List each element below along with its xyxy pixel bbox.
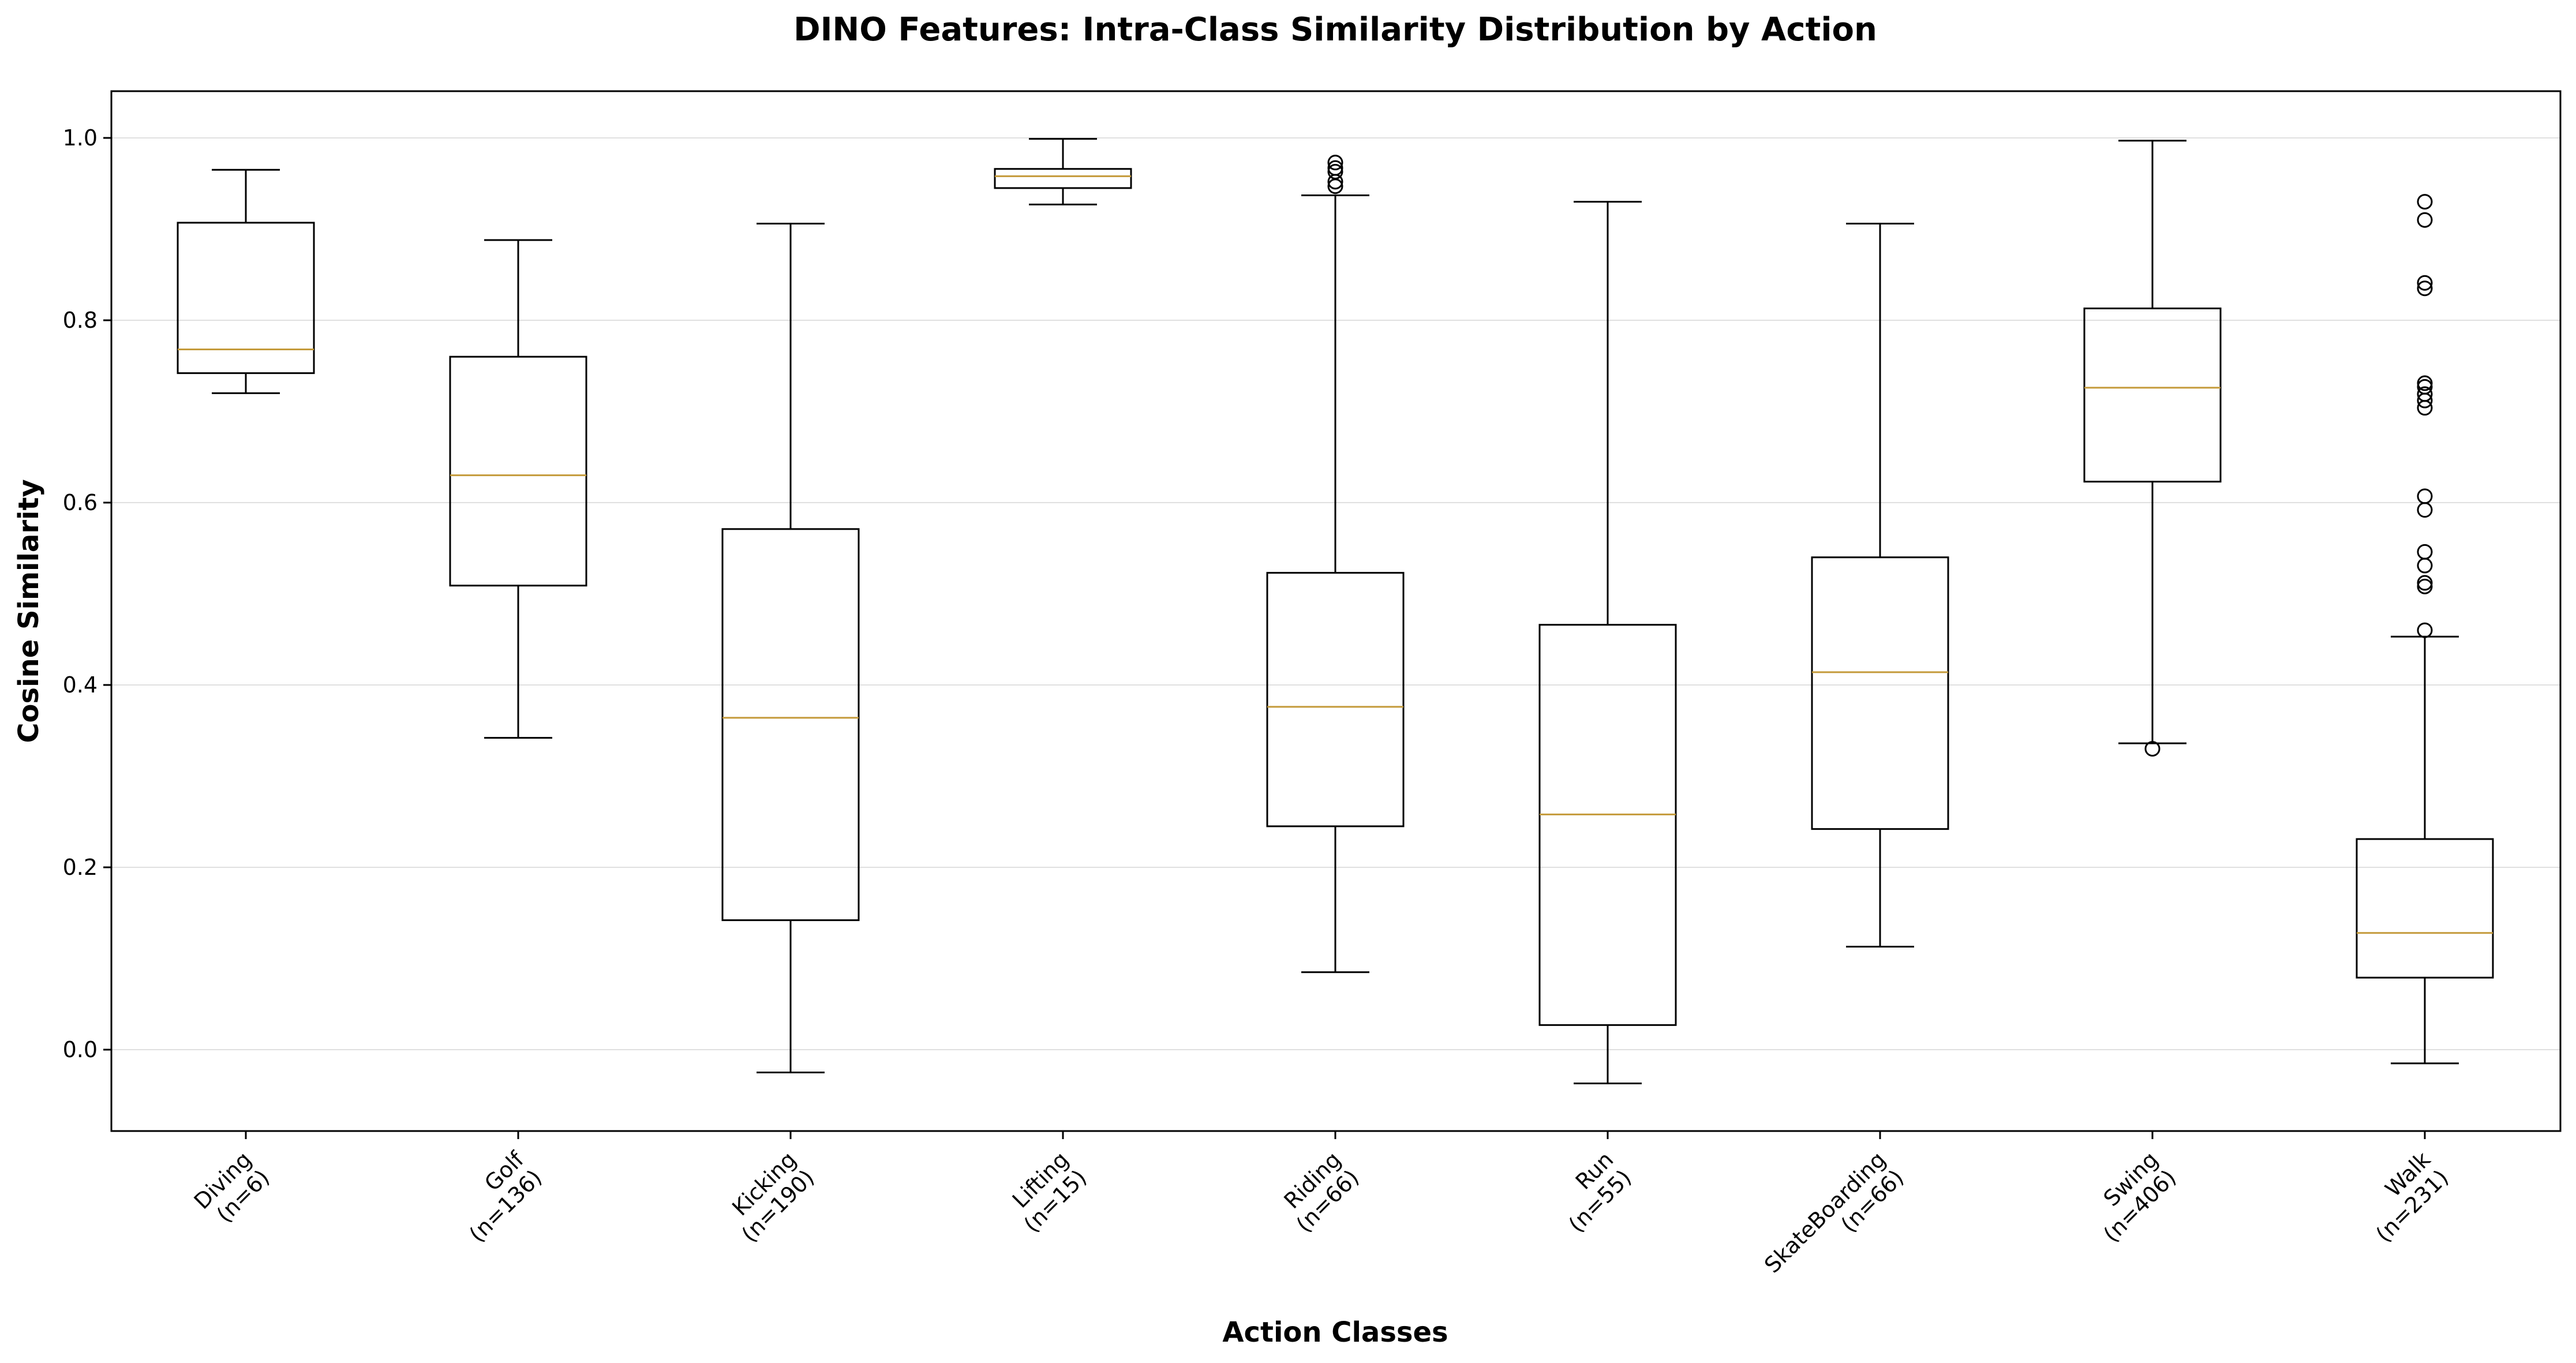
iqr-box [1266,572,1405,827]
iqr-box [721,528,860,922]
outlier-point [2417,275,2433,291]
iqr-box [994,168,1132,189]
x-tick-label-riding: Riding(n=66) [1274,1147,1364,1237]
y-axis-label: Cosine Similarity [13,479,45,743]
outlier-point [2417,375,2433,391]
outlier-point [1327,155,1343,171]
iqr-box [2356,838,2494,979]
outlier-point [1327,163,1343,179]
box-golf [449,239,587,739]
iqr-box [2083,307,2222,483]
outlier-point [2417,544,2433,560]
x-tick-label-swing: Swing(n=406) [2080,1147,2181,1247]
outlier-point [2417,194,2433,210]
iqr-box [1538,624,1677,1026]
box-riding [1266,155,1405,973]
chart-title: DINO Features: Intra-Class Similarity Di… [793,11,1877,48]
outlier-point [2417,575,2433,591]
box-swing [2083,140,2222,757]
iqr-box [449,355,587,587]
box-diving [177,168,315,394]
y-tick-label: 0.0 [63,1037,98,1062]
box-run [1538,201,1677,1084]
iqr-box [177,222,315,375]
outlier-point [2417,488,2433,504]
outlier-point [2417,386,2433,402]
x-tick-label-lifting: Lifting(n=15) [1001,1147,1092,1237]
y-tick-label: 0.6 [63,490,98,515]
x-tick-label-golf: Golf(n=136) [446,1146,547,1247]
box-walk [2356,194,2494,1065]
y-tick-label: 0.4 [63,672,98,698]
x-tick-label-walk: Walk(n=231) [2353,1147,2453,1247]
box-kicking [721,223,860,1073]
outlier-point [2417,622,2433,638]
box-skateboarding [1811,223,1949,948]
outlier-point [2417,502,2433,518]
y-tick-label: 0.8 [63,308,98,333]
outlier-point [2417,212,2433,228]
x-tick-label-kicking: Kicking(n=190) [718,1147,819,1247]
y-axis-ticks: 0.0 0.2 0.4 0.6 0.8 1.0 [63,125,111,1062]
x-axis-label: Action Classes [1222,1316,1448,1349]
x-tick-label-skateboarding: SkateBoarding(n=66) [1759,1147,1908,1295]
iqr-box [1811,556,1949,830]
x-tick-label-run: Run(n=55) [1546,1147,1637,1237]
boxes [177,138,2494,1084]
y-tick-label: 1.0 [63,125,98,151]
box-lifting [994,138,1132,205]
outlier-point [2417,578,2433,594]
x-tick-label-diving: Diving(n=6) [189,1147,275,1232]
x-axis-ticks: Diving(n=6) Golf(n=136) Kicking(n=190) Lift… [189,1131,2453,1295]
outlier-point [2417,280,2433,297]
outlier-point [1327,160,1343,176]
y-tick-label: 0.2 [63,855,98,880]
outlier-point [2144,741,2161,757]
outlier-point [2417,557,2433,574]
outlier-point [2417,379,2433,395]
